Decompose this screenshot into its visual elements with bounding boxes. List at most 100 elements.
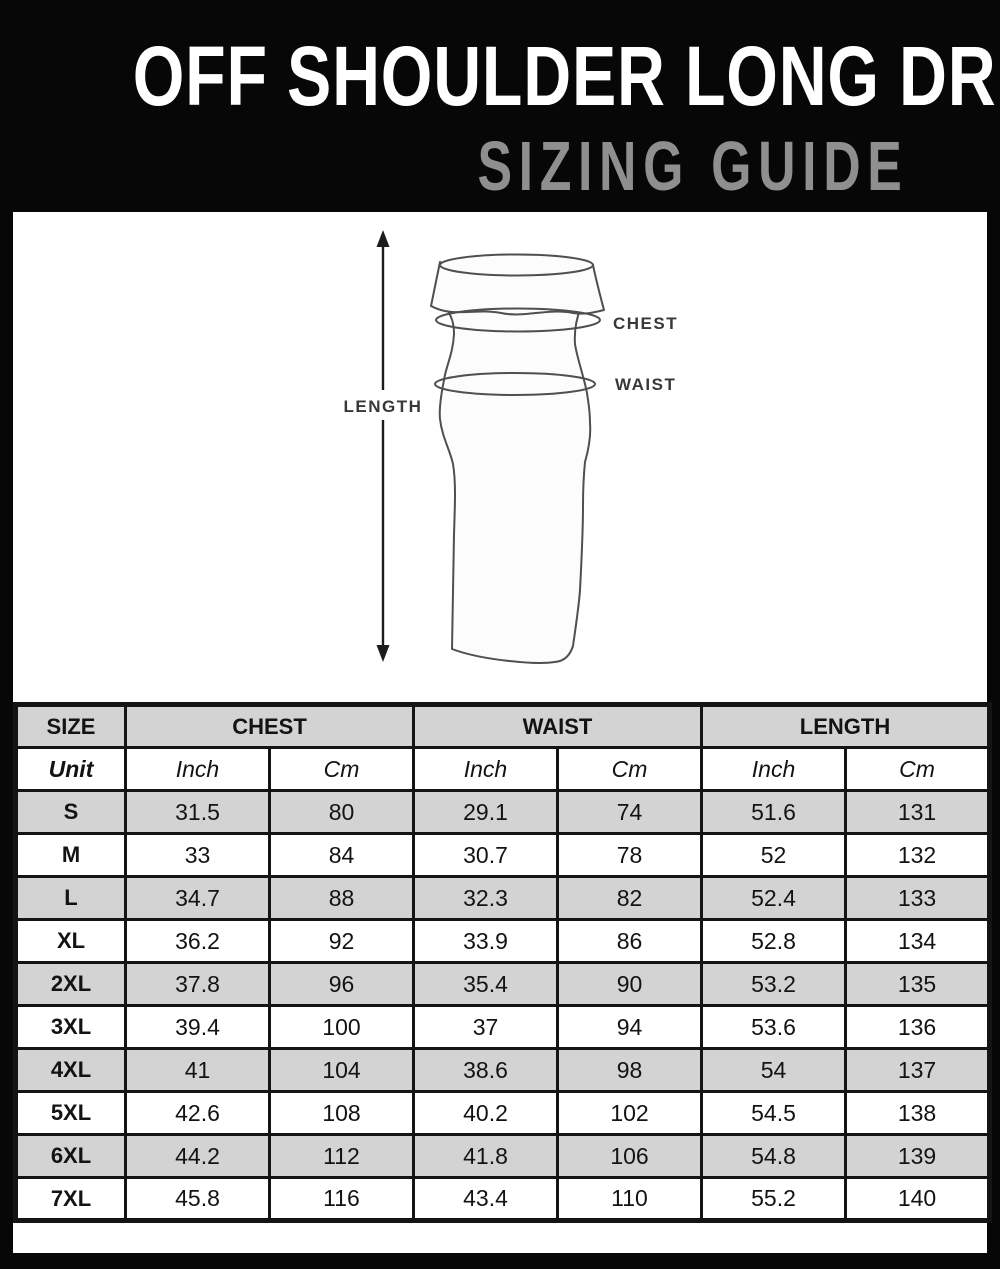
measurement-cell: 52	[700, 832, 848, 878]
size-cell: M	[14, 832, 127, 878]
measurement-cell: 41	[124, 1047, 271, 1093]
table-row: 6XL 44.2 112 41.8 106 54.8 139	[14, 1133, 992, 1179]
page-subtitle-text: SIZING GUIDE	[476, 127, 908, 205]
size-cell: 7XL	[14, 1176, 127, 1222]
table-row: S 31.5 80 29.1 74 51.6 131	[14, 789, 992, 835]
dress-measurement-diagram: LENGTH CHEST WAIST	[344, 230, 678, 664]
measurement-cell: 84	[268, 832, 415, 878]
measurement-cell: 98	[555, 1047, 704, 1093]
unit-cell: Inch	[124, 746, 271, 792]
unit-cell: Unit	[14, 746, 127, 792]
size-cell: 4XL	[14, 1047, 127, 1093]
measurement-cell: 40.2	[412, 1090, 559, 1136]
chest-label: CHEST	[613, 314, 678, 333]
measurement-cell: 110	[555, 1176, 704, 1222]
page-title: OFF SHOULDER LONG DRESS	[0, 34, 1000, 118]
measurement-cell: 94	[555, 1004, 704, 1050]
measurement-cell: 36.2	[124, 918, 271, 964]
measurement-cell: 52.8	[700, 918, 848, 964]
size-cell: XL	[14, 918, 127, 964]
measurement-cell: 44.2	[124, 1133, 271, 1179]
content-panel: LENGTH CHEST WAIST SIZE CHEST	[13, 212, 993, 1253]
measurement-cell: 54.8	[700, 1133, 848, 1179]
measurement-cell: 37.8	[124, 961, 271, 1007]
measurement-cell: 135	[844, 961, 992, 1007]
size-chart-table: SIZE CHEST WAIST LENGTH Unit Inch Cm Inc…	[13, 702, 993, 1223]
measurement-cell: 86	[555, 918, 704, 964]
unit-cell: Inch	[700, 746, 848, 792]
col-header-waist: WAIST	[411, 703, 704, 749]
table-row: 7XL 45.8 116 43.4 110 55.2 140	[14, 1176, 992, 1222]
table-row: 4XL 41 104 38.6 98 54 137	[14, 1047, 992, 1093]
measurement-cell: 108	[268, 1090, 415, 1136]
table-row: M 33 84 30.7 78 52 132	[14, 832, 992, 878]
measurement-cell: 140	[844, 1176, 992, 1222]
measurement-cell: 53.2	[700, 961, 848, 1007]
waist-label: WAIST	[615, 375, 676, 394]
measurement-cell: 104	[268, 1047, 415, 1093]
col-header-length: LENGTH	[700, 703, 992, 749]
measurement-cell: 139	[844, 1133, 992, 1179]
measurement-cell: 138	[844, 1090, 992, 1136]
measurement-cell: 54	[700, 1047, 848, 1093]
measurement-cell: 38.6	[412, 1047, 559, 1093]
measurement-cell: 100	[268, 1004, 415, 1050]
table-row: 5XL 42.6 108 40.2 102 54.5 138	[14, 1090, 992, 1136]
measurement-cell: 133	[844, 875, 992, 921]
measurement-cell: 34.7	[124, 875, 271, 921]
size-cell: 3XL	[14, 1004, 127, 1050]
header: OFF SHOULDER LONG DRESS SIZING GUIDE	[0, 0, 1000, 201]
table-row: 3XL 39.4 100 37 94 53.6 136	[14, 1004, 992, 1050]
measurement-cell: 53.6	[700, 1004, 848, 1050]
measurement-cell: 78	[555, 832, 704, 878]
measurement-cell: 33	[124, 832, 271, 878]
size-cell: 5XL	[14, 1090, 127, 1136]
measurement-cell: 55.2	[700, 1176, 848, 1222]
page-title-text: OFF SHOULDER LONG DRESS	[132, 29, 1000, 123]
measurement-cell: 30.7	[412, 832, 559, 878]
measurement-cell: 42.6	[124, 1090, 271, 1136]
measurement-cell: 37	[412, 1004, 559, 1050]
measurement-cell: 39.4	[124, 1004, 271, 1050]
measurement-cell: 92	[268, 918, 415, 964]
length-arrow	[376, 230, 390, 662]
measurement-cell: 52.4	[700, 875, 848, 921]
chest-measure-line	[435, 307, 601, 333]
neckline-ellipse	[439, 253, 594, 277]
measurement-cell: 134	[844, 918, 992, 964]
measurement-cell: 45.8	[124, 1176, 271, 1222]
measurement-cell: 54.5	[700, 1090, 848, 1136]
measurement-cell: 132	[844, 832, 992, 878]
measurement-cell: 116	[268, 1176, 415, 1222]
measurement-cell: 88	[268, 875, 415, 921]
measurement-cell: 137	[844, 1047, 992, 1093]
size-cell: 2XL	[14, 961, 127, 1007]
size-table-body: S 31.5 80 29.1 74 51.6 131 M 33 84 30.7 78 52 132 L 34.…	[14, 789, 992, 1222]
measurement-cell: 31.5	[124, 789, 271, 835]
unit-cell: Cm	[268, 746, 415, 792]
table-group-header-row: SIZE CHEST WAIST LENGTH	[14, 703, 992, 749]
col-header-size: SIZE	[14, 703, 127, 749]
measurement-cell: 90	[555, 961, 704, 1007]
measurement-cell: 43.4	[412, 1176, 559, 1222]
unit-cell: Inch	[412, 746, 559, 792]
size-cell: L	[14, 875, 127, 921]
waist-measure-line	[434, 372, 596, 396]
measurement-cell: 35.4	[412, 961, 559, 1007]
measurement-cell: 136	[844, 1004, 992, 1050]
dress-body-outline	[438, 306, 592, 664]
table-unit-row: Unit Inch Cm Inch Cm Inch Cm	[14, 746, 992, 792]
measurement-cell: 29.1	[412, 789, 559, 835]
measurement-cell: 102	[555, 1090, 704, 1136]
size-cell: 6XL	[14, 1133, 127, 1179]
table-row: 2XL 37.8 96 35.4 90 53.2 135	[14, 961, 992, 1007]
measurement-cell: 33.9	[412, 918, 559, 964]
col-header-chest: CHEST	[124, 703, 415, 749]
length-label: LENGTH	[344, 397, 423, 416]
page-subtitle: SIZING GUIDE	[0, 131, 1000, 201]
measurement-cell: 74	[555, 789, 704, 835]
measurement-cell: 32.3	[412, 875, 559, 921]
measurement-cell: 51.6	[700, 789, 848, 835]
size-cell: S	[14, 789, 127, 835]
